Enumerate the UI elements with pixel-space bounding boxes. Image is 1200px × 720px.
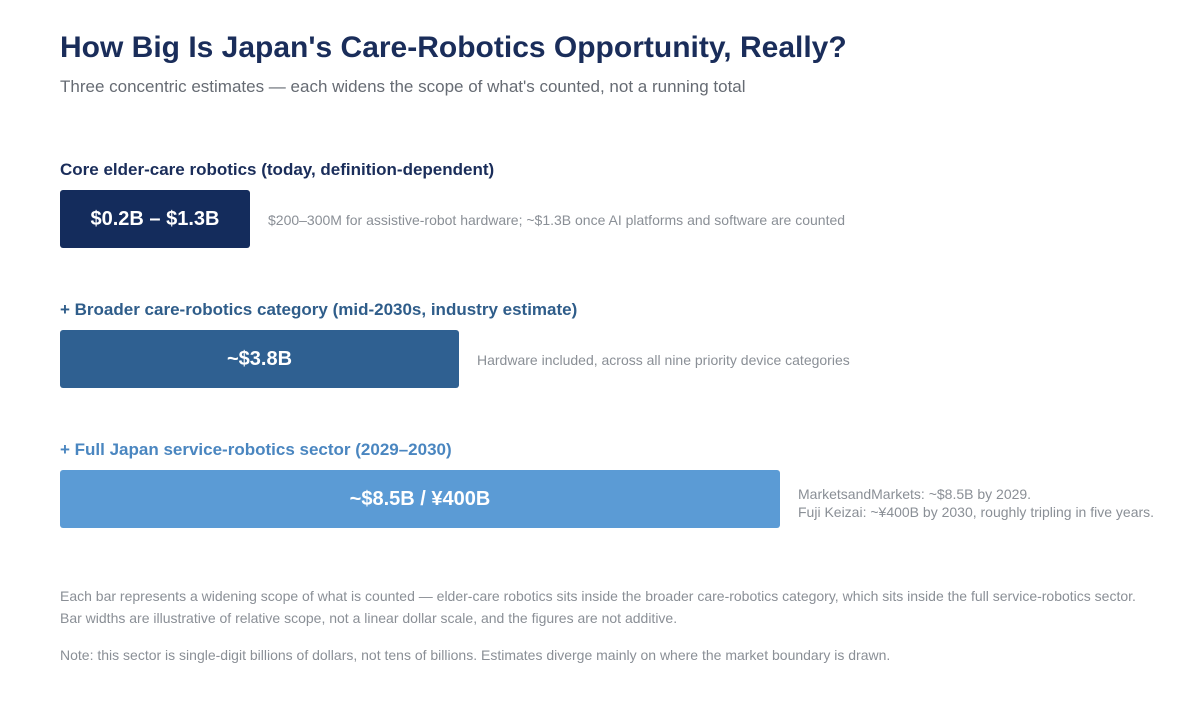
footnote: Each bar represents a widening scope of …: [60, 585, 1160, 629]
tier-bar: ~$3.8B: [60, 330, 459, 388]
footnote-line: Bar widths are illustrative of relative …: [60, 610, 678, 626]
annotation-line: Fuji Keizai: ~¥400B by 2030, roughly tri…: [798, 504, 1155, 520]
bar-annotation: Hardware included, across all nine prior…: [477, 352, 850, 368]
tier-label: + Full Japan service-robotics sector (20…: [60, 440, 452, 459]
tier-label: Core elder-care robotics (today, definit…: [60, 160, 495, 179]
bar-value-label: ~$3.8B: [226, 347, 293, 370]
bar-value-label: $0.2B – $1.3B: [90, 207, 220, 230]
bar-annotation: MarketsandMarkets: ~$8.5B by 2029. Fuji K…: [798, 485, 1154, 521]
annotation-line: Hardware included, across all nine prior…: [477, 352, 850, 368]
footnote-line: Each bar represents a widening scope of …: [60, 588, 1136, 604]
tier-bar: ~$8.5B / ¥400B: [60, 470, 780, 528]
tier-1: Core elder-care robotics (today, definit…: [60, 160, 1180, 260]
annotation-line: MarketsandMarkets: ~$8.5B by 2029.: [798, 486, 1032, 502]
chart-subtitle: Three concentric estimates — each widens…: [60, 77, 746, 96]
tier-3: + Full Japan service-robotics sector (20…: [60, 440, 1180, 540]
annotation-line: $200–300M for assistive-robot hardware; …: [268, 212, 846, 228]
chart-title: How Big Is Japan's Care-Robotics Opportu…: [60, 31, 847, 64]
bar-value-label: ~$8.5B / ¥400B: [349, 487, 491, 510]
tier-2: + Broader care-robotics category (mid-20…: [60, 300, 1180, 400]
scale-note: Note: this sector is single-digit billio…: [60, 647, 891, 663]
tier-label: + Broader care-robotics category (mid-20…: [60, 300, 578, 319]
tier-bar: $0.2B – $1.3B: [60, 190, 250, 248]
bar-annotation: $200–300M for assistive-robot hardware; …: [268, 212, 845, 228]
